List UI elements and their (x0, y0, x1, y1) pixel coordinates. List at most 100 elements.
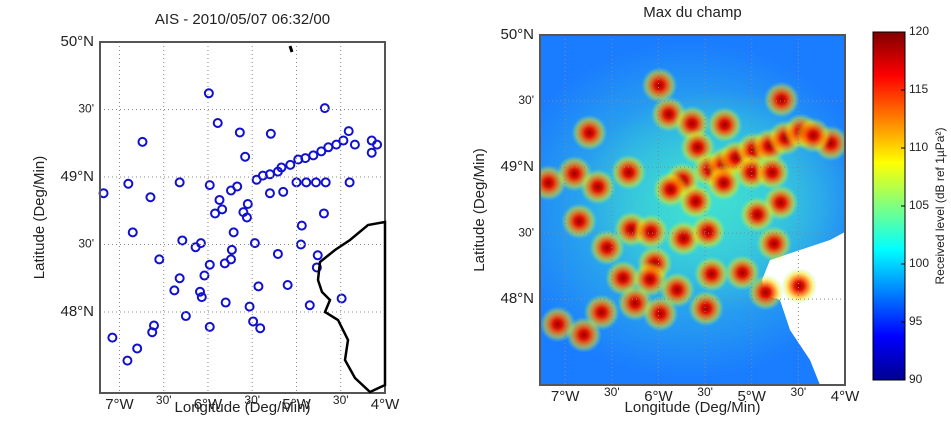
ship-marker (212, 118, 223, 128)
ship-marker (318, 208, 329, 219)
ship-marker (177, 235, 188, 246)
y-axis-label: Latitude (Deg/Min) (471, 148, 488, 271)
ship-marker (241, 212, 252, 223)
x-tick-label: 7°W (551, 388, 580, 405)
hotspot (610, 154, 647, 191)
ship-marker (210, 208, 221, 219)
y-tick-label: 30' (518, 225, 534, 239)
ship-marker (331, 139, 342, 150)
y-tick-label: 50°N (500, 26, 534, 43)
ship-marker (343, 126, 354, 137)
ship-marker (154, 254, 165, 265)
colorbar-tick-label: 95 (909, 314, 923, 328)
hotspot (706, 106, 743, 143)
colorbar-tick-label: 115 (909, 82, 928, 96)
colorbar-tick-label: 100 (909, 256, 929, 270)
hotspot (561, 203, 598, 240)
ship-marker (204, 259, 215, 270)
ship-marker (122, 355, 133, 366)
ship-marker (310, 177, 321, 188)
hotspot (693, 256, 730, 293)
ship-marker (203, 88, 214, 99)
colorbar-tick-label: 105 (909, 198, 929, 212)
ship-marker (169, 285, 180, 296)
plot-frame (99, 41, 386, 394)
ship-marker (232, 181, 243, 192)
ship-marker (180, 311, 191, 322)
y-tick-label: 49°N (500, 158, 534, 175)
ship-marker (228, 227, 239, 238)
ship-marker (199, 270, 210, 281)
ship-marker (240, 151, 251, 162)
y-tick-label: 30' (78, 102, 94, 116)
hotspot (739, 196, 776, 233)
ship-marker (196, 292, 207, 303)
ship-marker (323, 142, 334, 153)
ship-marker (338, 135, 349, 146)
ship-marker (344, 177, 355, 188)
ship-marker (265, 128, 276, 139)
x-tick-label: 5°W (282, 396, 311, 413)
ship-marker (276, 162, 287, 173)
colorbar-label: Received level (dB ref 1µPa²) (933, 128, 947, 285)
hotspot (677, 183, 714, 220)
ship-marker (319, 103, 330, 114)
ship-marker (137, 136, 148, 147)
chart-title: Max du champ (643, 4, 741, 21)
ship-marker (242, 199, 253, 209)
ship-marker (278, 186, 289, 197)
x-tick-label: 30' (244, 393, 260, 407)
ship-marker (336, 293, 347, 304)
ship-marker (282, 280, 293, 290)
x-tick-label: 5°W (737, 388, 766, 405)
ship-marker (123, 178, 134, 189)
x-tick-label: 6°W (194, 396, 223, 413)
y-tick-label: 50°N (60, 33, 94, 50)
hotspot (632, 213, 669, 250)
coastline (316, 220, 387, 394)
ship-marker (174, 177, 185, 188)
hotspot (754, 154, 791, 191)
ship-marker (195, 286, 206, 297)
ship-marker (204, 180, 215, 191)
hotspots (540, 67, 845, 353)
ship-marker (244, 301, 255, 312)
y-tick-label: 49°N (60, 168, 94, 185)
hotspot (688, 290, 725, 327)
ship-marker (234, 127, 245, 138)
x-tick-label: 6°W (644, 388, 673, 405)
ship-marker (248, 316, 259, 327)
x-axis-label: Longitude (Deg/Min) (625, 399, 761, 416)
y-axis-label: Latitude (Deg/Min) (31, 156, 48, 279)
ship-marker (220, 297, 231, 308)
field-panel: Max du champ Longitude (Deg/Min) Latitude … (471, 4, 947, 416)
hotspot (763, 81, 800, 118)
x-tick-label: 30' (791, 385, 807, 399)
y-tick-label: 30' (78, 237, 94, 251)
ship-marker (285, 159, 296, 170)
x-tick-label: 4°W (371, 396, 400, 413)
ship-marker (107, 332, 118, 343)
ship-marker (296, 220, 307, 231)
ais-panel: AIS - 2010/05/07 06:32/00 Longitude (Deg/… (31, 11, 400, 416)
x-tick-label: 30' (156, 393, 172, 407)
ship-marker (226, 244, 237, 255)
ship-marker (308, 150, 319, 161)
ship-marker (147, 327, 158, 338)
plot-frame (539, 34, 846, 386)
ship-marker (272, 248, 283, 259)
colorbar-tick-label: 110 (909, 140, 928, 154)
hotspot (589, 229, 626, 266)
ship-marker (217, 204, 228, 215)
ship-marker (190, 242, 201, 253)
ship-marker (249, 238, 260, 249)
ship-marker (320, 177, 331, 188)
ship-marker (174, 273, 185, 284)
hotspot (659, 271, 696, 308)
ship-marker (316, 146, 327, 157)
ship-marker (312, 250, 323, 261)
ship-marker (219, 258, 230, 269)
hotspot (747, 274, 784, 311)
x-tick-label: 30' (697, 385, 713, 399)
